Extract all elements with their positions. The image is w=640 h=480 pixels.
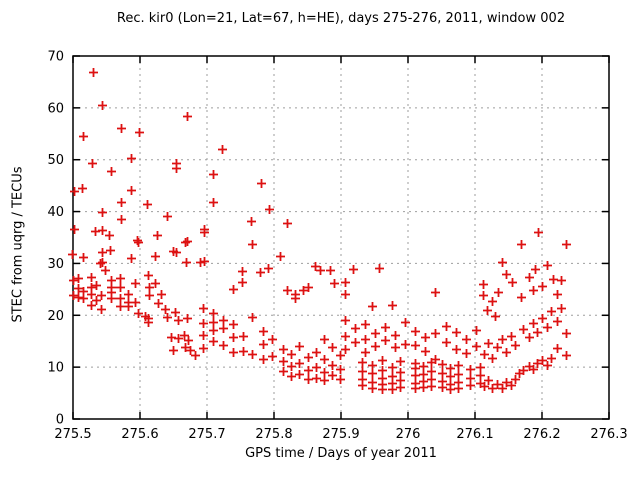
chart-title: Rec. kir0 (Lon=21, Lat=67, h=HE), days 2… xyxy=(116,11,566,26)
y-tick-label: 60 xyxy=(47,101,64,116)
y-tick-label: 0 xyxy=(56,413,64,428)
x-tick-label: 275.5 xyxy=(54,427,91,442)
y-tick-label: 30 xyxy=(47,257,64,272)
y-tick-label: 10 xyxy=(47,361,64,376)
data-point-markers xyxy=(68,68,571,394)
x-tick-label: 276.3 xyxy=(590,427,627,442)
y-tick-label: 40 xyxy=(47,205,64,220)
y-tick-label: 20 xyxy=(47,309,64,324)
x-tick-label: 276.1 xyxy=(456,427,493,442)
x-tick-label: 276.2 xyxy=(523,427,560,442)
x-tick-label: 275.9 xyxy=(322,427,359,442)
x-tick-label: 275.7 xyxy=(188,427,225,442)
x-tick-label: 276 xyxy=(396,427,421,442)
y-tick-label: 50 xyxy=(47,153,64,168)
x-axis-label: GPS time / Days of year 2011 xyxy=(245,446,437,461)
x-tick-label: 275.6 xyxy=(121,427,158,442)
x-tick-label: 275.8 xyxy=(255,427,292,442)
y-tick-label: 70 xyxy=(47,50,64,65)
